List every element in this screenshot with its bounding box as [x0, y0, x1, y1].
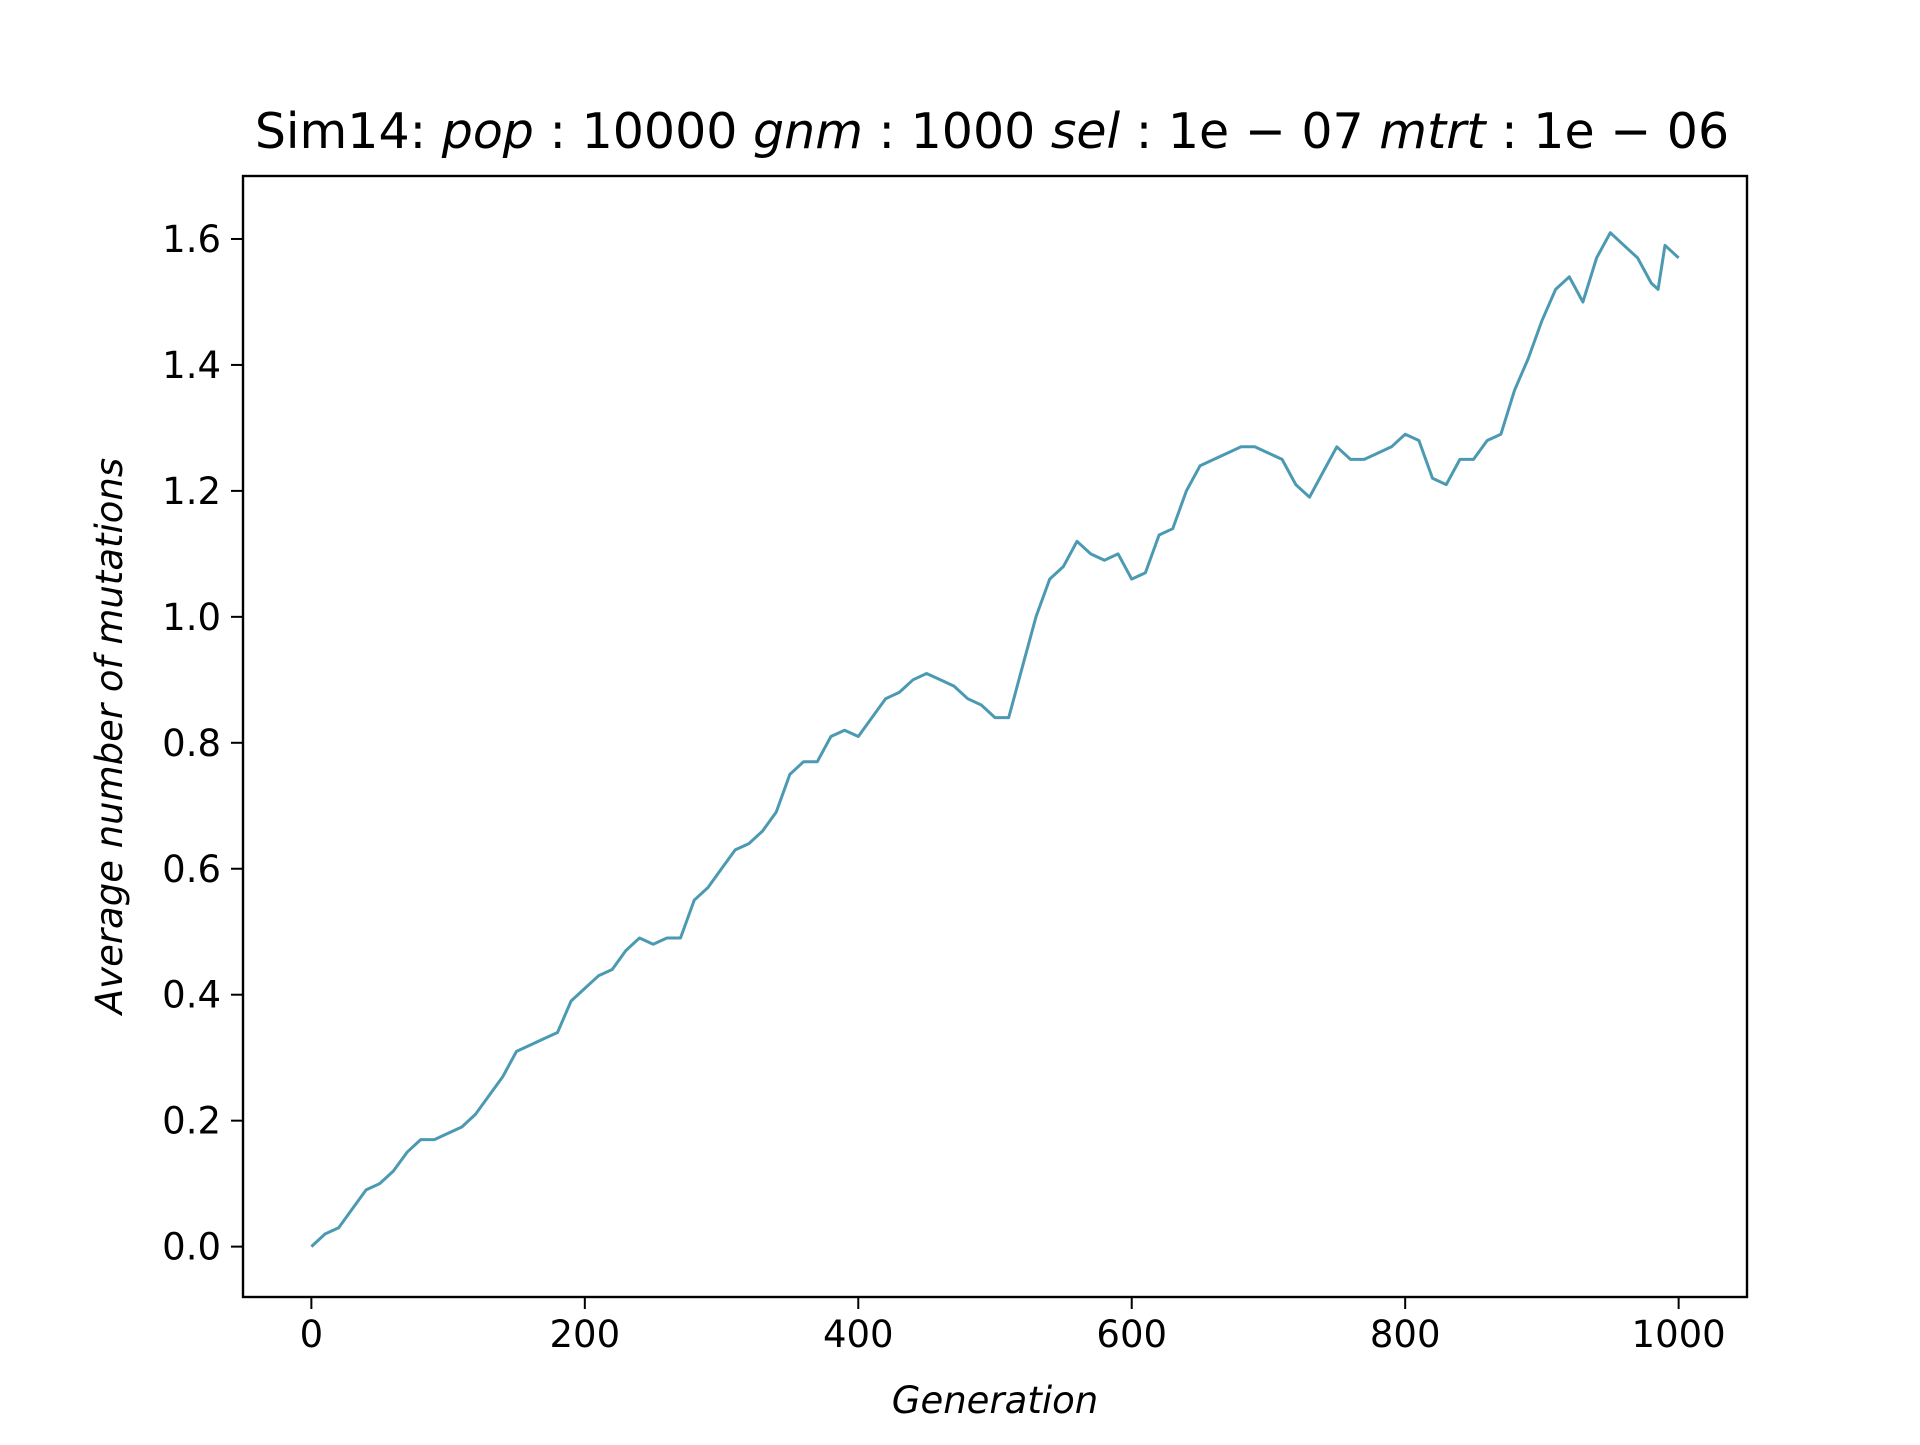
y-axis-label: Average number of mutations — [88, 458, 131, 1016]
y-tick-label: 0.8 — [162, 722, 221, 765]
x-axis: 0 200 400 600 800 1000 — [300, 1297, 1726, 1356]
title-part: mtrt — [1379, 103, 1487, 160]
x-tick-label: 1000 — [1632, 1313, 1726, 1356]
title-part: sel — [1051, 103, 1121, 160]
y-tick-label: 0.6 — [162, 848, 221, 891]
plot-frame — [241, 174, 1749, 1299]
title-part: : 1000 — [863, 103, 1051, 160]
y-tick-label: 1.0 — [162, 596, 221, 639]
x-tick-label: 200 — [550, 1313, 621, 1356]
title-part: : 10000 — [534, 103, 753, 160]
x-tick-label: 400 — [823, 1313, 894, 1356]
x-axis-label: Generation — [892, 1379, 1098, 1422]
y-tick-label: 1.4 — [162, 344, 221, 387]
y-tick-label: 0.0 — [162, 1226, 221, 1269]
y-tick-label: 0.4 — [162, 974, 221, 1017]
y-tick-label: 1.2 — [162, 470, 221, 513]
x-tick-label: 600 — [1096, 1313, 1167, 1356]
chart-title: Sim14: pop : 10000 gnm : 1000 sel : 1e −… — [255, 103, 1729, 160]
title-part: : 1e − 07 — [1120, 103, 1379, 160]
y-axis: 0.0 0.2 0.4 0.6 0.8 1.0 1.2 1.4 1.6 — [162, 218, 243, 1269]
plot-area — [310, 231, 1680, 1248]
series-line-0 — [310, 231, 1680, 1248]
title-part: gnm — [753, 103, 863, 160]
title-part: : 1e − 06 — [1486, 103, 1730, 160]
y-tick-label: 1.6 — [162, 218, 221, 261]
y-tick-label: 0.2 — [162, 1100, 221, 1143]
x-tick-label: 0 — [300, 1313, 324, 1356]
title-part: pop — [441, 103, 534, 160]
title-part: Sim14: — [255, 103, 442, 160]
x-tick-label: 800 — [1370, 1313, 1441, 1356]
